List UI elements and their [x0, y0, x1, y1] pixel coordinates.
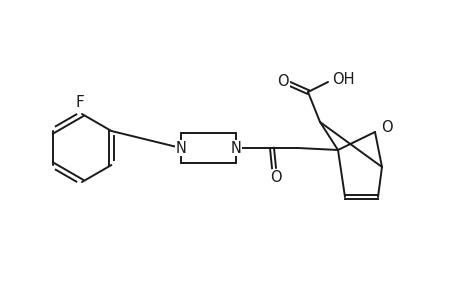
Text: N: N: [175, 140, 186, 155]
Text: OH: OH: [331, 71, 353, 86]
Text: O: O: [269, 170, 281, 185]
Text: O: O: [381, 119, 392, 134]
Text: F: F: [75, 94, 84, 110]
Text: O: O: [277, 74, 288, 88]
Text: N: N: [230, 140, 241, 155]
